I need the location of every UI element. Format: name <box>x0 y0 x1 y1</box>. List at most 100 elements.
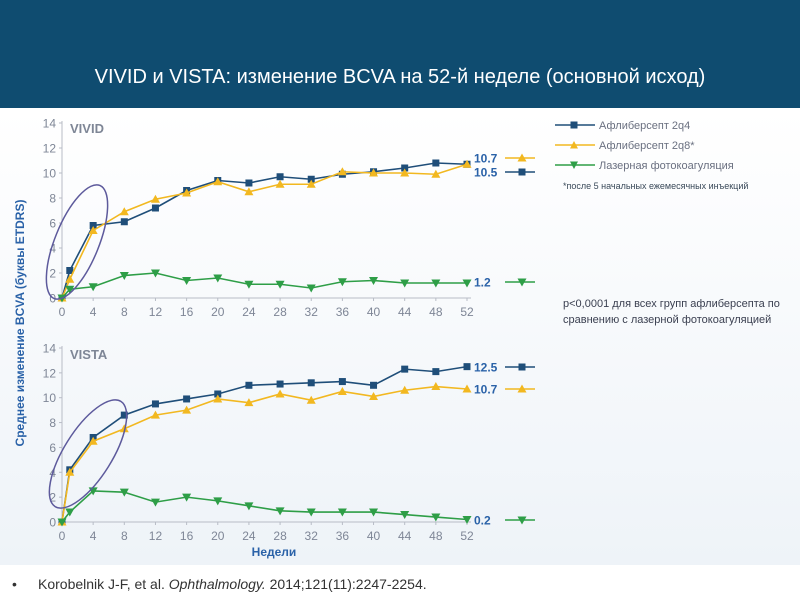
x-tick-label: 52 <box>460 529 474 543</box>
data-point-laser <box>182 277 192 285</box>
end-value-label-q4: 10.5 <box>474 166 498 180</box>
data-point-q4 <box>307 175 315 183</box>
p-value-note: p<0,0001 для всех групп афлиберсепта по … <box>563 298 780 326</box>
end-value-label-laser: 1.2 <box>474 276 491 290</box>
x-tick-label: 28 <box>273 529 287 543</box>
data-point-laser <box>213 274 223 283</box>
data-point-q8 <box>431 382 441 391</box>
data-point-laser <box>306 284 316 293</box>
data-point-q8 <box>88 436 98 445</box>
x-tick-label: 12 <box>149 305 163 319</box>
y-tick-label: 8 <box>49 192 56 206</box>
data-point-q4 <box>245 381 253 389</box>
x-tick-label: 0 <box>59 305 66 319</box>
bullet-icon: • <box>12 576 17 592</box>
x-tick-label: 40 <box>367 529 381 543</box>
triangle-down-marker-icon <box>555 161 595 169</box>
data-point-q8 <box>244 398 254 407</box>
x-tick-label: 24 <box>242 529 256 543</box>
data-point-laser <box>337 508 347 517</box>
ref-authors: Korobelnik J-F, et al. <box>38 576 169 592</box>
data-point-q8 <box>88 226 98 234</box>
data-point-q8 <box>182 405 192 414</box>
data-point-q4 <box>183 395 191 403</box>
data-point-q4 <box>276 380 284 388</box>
x-tick-label: 8 <box>121 529 128 543</box>
data-point-q8 <box>400 168 410 177</box>
data-point-laser <box>400 279 410 288</box>
data-point-laser <box>150 498 160 507</box>
x-tick-label: 36 <box>336 529 350 543</box>
x-tick-label: 20 <box>211 305 225 319</box>
end-marker-q8 <box>517 384 527 393</box>
data-point-q4 <box>151 204 159 212</box>
highlight-ellipse <box>45 184 109 300</box>
data-point-q8 <box>182 188 192 197</box>
highlight-ellipse <box>48 399 128 509</box>
data-point-q8 <box>119 424 129 433</box>
legend-label-q4: Афлиберсепт 2q4 <box>599 120 691 132</box>
x-tick-label: 16 <box>180 529 194 543</box>
x-tick-label: 24 <box>242 305 256 319</box>
legend-label-q8: Афлиберсепт 2q8* <box>599 140 695 152</box>
slide-header: VIVID и VISTA: изменение BCVA на 52-й не… <box>0 0 800 108</box>
x-tick-label: 36 <box>336 305 350 319</box>
data-point-laser <box>119 488 129 497</box>
data-point-q4 <box>89 222 97 229</box>
series-line-q4 <box>61 162 468 299</box>
data-point-laser <box>431 513 441 522</box>
data-point-q4 <box>307 379 315 387</box>
series-line-q8 <box>61 385 468 523</box>
end-value-label-laser: 0.2 <box>474 514 491 528</box>
y-tick-label: 4 <box>49 242 56 256</box>
y-tick-label: 14 <box>43 342 57 356</box>
x-tick-label: 40 <box>367 305 381 319</box>
data-point-q4 <box>120 411 128 419</box>
x-tick-label: 44 <box>398 305 412 319</box>
x-tick-label: 48 <box>429 305 443 319</box>
data-point-laser <box>57 518 67 527</box>
x-tick-label: 52 <box>460 305 474 319</box>
y-tick-label: 0 <box>49 516 56 530</box>
series-line-q8 <box>61 163 468 299</box>
y-axis-title: Среднее изменение BCVA (буквы ETDRS) <box>13 200 27 447</box>
reference: • Korobelnik J-F, et al. Ophthalmology. 2… <box>12 576 427 592</box>
data-point-q4 <box>245 179 253 187</box>
end-marker-laser <box>517 516 527 525</box>
legend-footnote: *после 5 начальных ежемесячных инъекций <box>563 181 749 191</box>
data-point-q4 <box>276 173 284 181</box>
data-point-q4 <box>214 390 222 398</box>
slide-content-area <box>0 110 800 565</box>
data-point-q4 <box>401 365 409 373</box>
data-point-q8 <box>400 385 410 394</box>
data-point-laser <box>182 493 192 502</box>
y-tick-label: 2 <box>49 267 56 281</box>
x-tick-label: 4 <box>90 529 97 543</box>
x-tick-label: 20 <box>211 529 225 543</box>
x-tick-label: 28 <box>273 305 287 319</box>
data-point-laser <box>65 285 75 294</box>
data-point-q8 <box>275 179 285 188</box>
end-marker-q4 <box>518 168 526 176</box>
data-point-q8 <box>213 177 223 186</box>
data-point-q4 <box>432 368 440 376</box>
data-point-laser <box>306 508 316 517</box>
data-point-q8 <box>213 394 223 403</box>
data-point-q8 <box>150 194 160 203</box>
x-axis-title: Недели <box>252 545 297 559</box>
data-point-q8 <box>337 387 347 395</box>
data-point-laser <box>337 278 347 287</box>
x-tick-label: 8 <box>121 305 128 319</box>
data-point-q8 <box>369 391 379 400</box>
data-point-laser <box>244 280 254 289</box>
end-value-label-q8: 10.7 <box>474 152 498 166</box>
triangle-up-marker-icon <box>555 141 595 149</box>
y-tick-label: 8 <box>49 416 56 430</box>
data-point-laser <box>275 280 285 289</box>
data-point-q8 <box>65 274 75 283</box>
data-point-laser <box>400 511 410 520</box>
data-point-q8 <box>462 159 472 168</box>
data-point-q8 <box>65 467 75 476</box>
legend-label-laser: Лазерная фотокоагуляция <box>599 160 734 172</box>
